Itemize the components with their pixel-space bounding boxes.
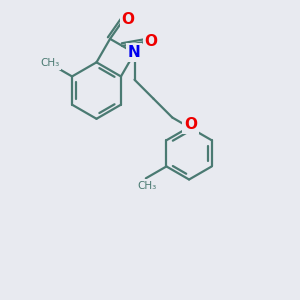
- Text: O: O: [184, 117, 197, 132]
- Text: CH₃: CH₃: [138, 181, 157, 191]
- Text: CH₃: CH₃: [40, 58, 60, 68]
- Text: O: O: [145, 34, 158, 49]
- Text: O: O: [122, 12, 135, 27]
- Text: N: N: [128, 45, 140, 60]
